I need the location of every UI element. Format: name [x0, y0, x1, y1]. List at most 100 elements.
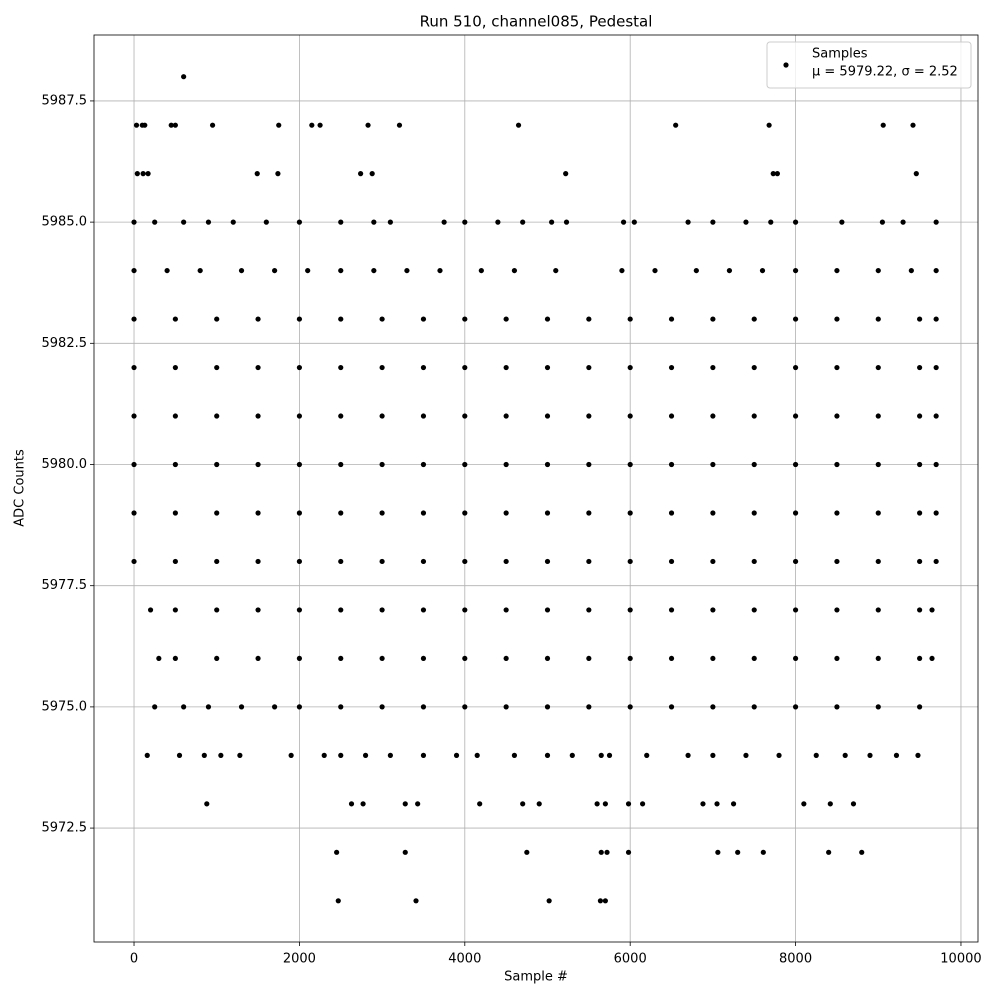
point — [379, 704, 385, 710]
point — [420, 558, 427, 565]
point — [627, 316, 633, 322]
point — [586, 607, 592, 613]
point — [917, 558, 923, 565]
point — [205, 219, 212, 225]
point — [569, 752, 575, 758]
plot-frame — [93, 34, 979, 943]
point — [586, 704, 592, 710]
point — [197, 267, 203, 274]
point — [477, 801, 483, 807]
point — [813, 752, 819, 758]
point — [867, 752, 873, 758]
point — [760, 849, 766, 855]
x-tick-label: 0 — [130, 952, 138, 967]
point — [404, 267, 410, 274]
point — [181, 219, 187, 225]
point — [714, 801, 720, 807]
point — [751, 704, 757, 710]
point — [834, 510, 840, 516]
point — [218, 752, 224, 758]
point — [536, 801, 542, 807]
point — [503, 510, 509, 516]
point — [900, 219, 906, 225]
point — [134, 171, 140, 177]
y-tick-label: 5975.0 — [42, 699, 88, 714]
point — [238, 267, 245, 274]
point — [879, 219, 886, 225]
x-tick-label: 2000 — [283, 952, 316, 967]
point — [420, 655, 427, 662]
point — [834, 607, 840, 613]
point — [205, 704, 212, 710]
point — [156, 655, 162, 662]
point — [214, 316, 220, 322]
point — [652, 267, 658, 274]
point — [743, 752, 749, 758]
point — [147, 607, 154, 613]
point — [524, 849, 530, 855]
point — [263, 219, 269, 225]
point — [362, 752, 369, 758]
point — [792, 510, 799, 516]
point — [172, 122, 178, 128]
legend-marker — [783, 62, 789, 68]
point — [462, 704, 468, 710]
point — [770, 171, 776, 177]
point — [933, 558, 939, 565]
point — [437, 267, 443, 274]
point — [176, 752, 183, 758]
point — [338, 558, 344, 565]
point — [544, 510, 551, 516]
point — [520, 801, 526, 807]
point — [933, 267, 939, 274]
point — [296, 704, 303, 710]
x-tick-label: 4000 — [448, 952, 481, 967]
point — [360, 801, 366, 807]
point — [917, 316, 923, 322]
point — [839, 219, 845, 225]
point — [379, 607, 385, 613]
point — [338, 461, 344, 468]
point — [631, 219, 637, 225]
point — [296, 413, 303, 419]
point — [710, 316, 716, 322]
y-tick-label: 5972.5 — [42, 821, 88, 836]
y-tick-label: 5977.5 — [42, 578, 88, 593]
point — [238, 704, 245, 710]
point — [933, 219, 939, 225]
point — [462, 607, 468, 613]
point — [710, 607, 716, 613]
point — [131, 267, 137, 274]
point — [172, 364, 178, 371]
point — [358, 171, 364, 177]
point — [644, 752, 650, 758]
point — [296, 364, 303, 371]
point — [503, 364, 509, 371]
point — [792, 364, 799, 371]
point — [255, 364, 261, 371]
point — [627, 364, 633, 371]
point — [453, 752, 460, 758]
point — [834, 461, 840, 468]
legend-label: Samples — [812, 47, 868, 62]
point — [673, 122, 679, 128]
point — [164, 267, 170, 274]
point — [152, 219, 158, 225]
point — [730, 801, 737, 807]
grid: 0 2000 4000 6000 8000 10000 5972.5 5975.0 5977.5… — [42, 35, 982, 967]
point — [751, 364, 757, 371]
point — [929, 607, 935, 613]
point — [544, 704, 551, 710]
point — [474, 752, 480, 758]
point — [379, 316, 385, 322]
y-axis-label: ADC Counts — [13, 449, 28, 527]
x-tick-label: 6000 — [614, 952, 647, 967]
legend-note: μ = 5979.22, σ = 2.52 — [812, 65, 958, 80]
point — [296, 558, 303, 565]
point — [668, 558, 675, 565]
point — [801, 801, 807, 807]
point — [751, 607, 757, 613]
point — [602, 898, 608, 904]
point — [255, 510, 261, 516]
point — [214, 461, 220, 468]
